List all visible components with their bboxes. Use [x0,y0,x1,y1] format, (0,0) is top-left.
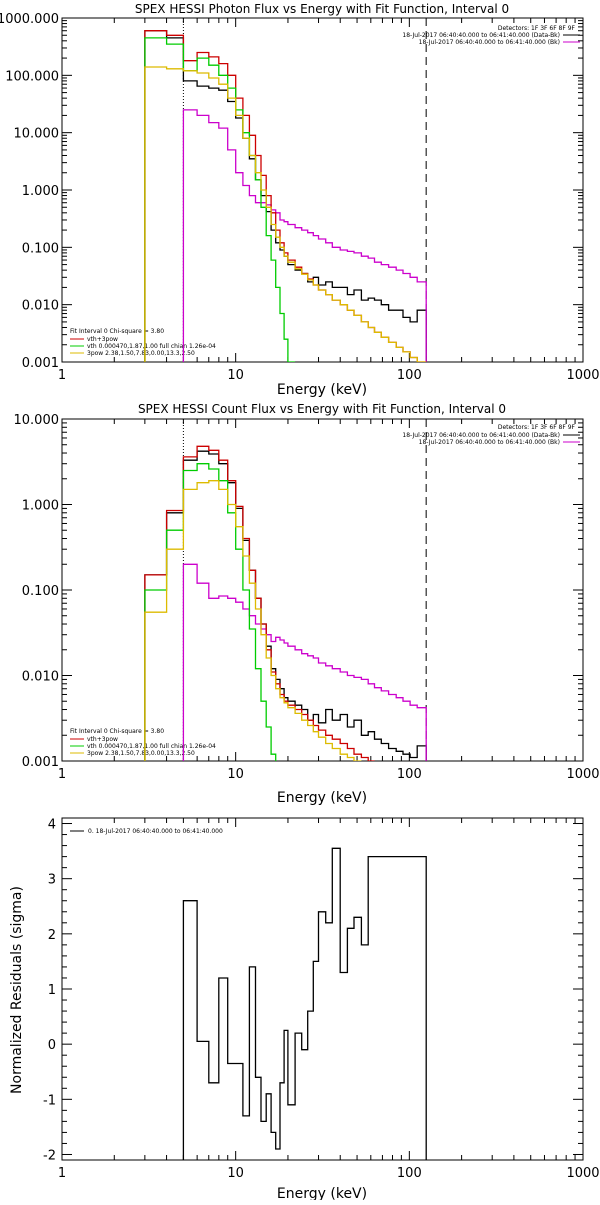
photon-flux-series-data-bk [144,30,427,362]
count-flux-xtick-label-1000: 1000 [566,767,599,782]
count-flux-ytick-label-0-010: 0.010 [22,670,59,685]
residuals-panel: Energy (keV) Normalized Residuals (sigma… [9,817,600,1202]
photon-legend-total: vth+3pow [87,336,118,343]
count-flux-series-vth [144,463,277,761]
residuals-xtick-label-10: 10 [227,1166,244,1181]
count-legend-detectors: Detectors: 1F 3F 6F 8F 9F [498,424,576,431]
photon-flux-series-bk [182,109,427,362]
photon-legend-bk: 18-Jul-2017 06:40:40.000 to 06:41:40.000… [419,39,560,46]
count-flux-xtick-label-10: 10 [227,767,244,782]
residuals-ytick-label-3: 3 [48,873,56,888]
photon-flux-xtick-label-10: 10 [227,368,244,383]
photon-flux-ytick-label-0-010: 0.010 [22,299,59,314]
photon-flux-series-vth [144,37,296,362]
residuals-xtick-label-1000: 1000 [566,1166,599,1181]
count-flux-series-3pow [144,480,362,761]
residuals-ytick-label-0: 0 [48,1038,56,1053]
photon-flux-series-group [144,30,427,362]
residuals-plot-frame [61,817,584,1161]
photon-legend-vth: vth 0.000470,1.87,1.00 full chian 1.26e-… [87,343,216,350]
photon-flux-xtick-label-1: 1 [58,368,66,383]
count-flux-series-data-bk [144,450,427,761]
residuals-xlabel: Energy (keV) [277,1186,367,1200]
residuals-ytick-label-1: 1 [48,983,56,998]
count-flux-plot-frame [61,418,584,762]
photon-flux-ytick-label-1-000: 1.000 [22,184,59,199]
photon-flux-xlabel: Energy (keV) [277,382,367,398]
count-flux-ytick-label-1-000: 1.000 [22,499,59,514]
photon-legend-3pow: 3pow 2.38,1.50,7.83,0.00,13.3,2.50 [87,350,195,357]
count-flux-title: SPEX HESSI Count Flux vs Energy with Fit… [138,402,506,416]
photon-flux-xtick-label-1000: 1000 [566,368,599,383]
photon-flux-legend-bottom-left: Fit Interval 0 Chi-square = 3.80 vth+3po… [70,328,216,357]
count-legend-bk: 18-Jul-2017 06:40:40.000 to 06:41:40.000… [419,439,560,446]
photon-flux-ytick-label-10-000: 10.000 [14,127,60,142]
count-flux-xtick-label-100: 100 [397,767,422,782]
residuals-ytick-label-4: 4 [48,818,56,833]
count-flux-ytick-label-0-001: 0.001 [22,755,59,770]
photon-flux-title: SPEX HESSI Photon Flux vs Energy with Fi… [135,2,509,16]
count-flux-legend-top-right: Detectors: 1F 3F 6F 8F 9F 18-Jul-2017 06… [402,424,580,446]
photon-flux-legend-top-right: Detectors: 1F 3F 6F 8F 9F 18-Jul-2017 06… [402,25,580,46]
photon-legend-fit: Fit Interval 0 Chi-square = 3.80 [70,328,164,335]
residuals-series-group [182,847,427,1160]
photon-flux-plot-frame [61,17,584,363]
count-flux-xlabel: Energy (keV) [277,790,367,806]
residuals-series-0-18-jul-2017-06-40-40-000-to-06-41-40-000 [182,847,427,1160]
photon-flux-ytick-label-0-100: 0.100 [22,241,59,256]
count-legend-data-bk: 18-Jul-2017 06:40:40.000 to 06:41:40.000… [402,432,560,439]
photon-flux-ytick-label-100-000: 100.000 [5,69,59,84]
photon-flux-series-3pow [144,66,427,362]
count-flux-series-group [144,445,427,761]
count-flux-ytick-label-10-000: 10.000 [14,413,60,428]
photon-legend-data-bk: 18-Jul-2017 06:40:40.000 to 06:41:40.000… [402,32,560,39]
residuals-xtick-label-1: 1 [58,1166,66,1181]
count-flux-panel: SPEX HESSI Count Flux vs Energy with Fit… [14,402,600,806]
residuals-legend: 0. 18-Jul-2017 06:40:40.000 to 06:41:40.… [70,828,223,835]
residuals-xtick-label-100: 100 [397,1166,422,1181]
residuals-ylabel: Normalized Residuals (sigma) [9,886,25,1094]
count-flux-series-bk [182,563,427,761]
residuals-legend-label: 0. 18-Jul-2017 06:40:40.000 to 06:41:40.… [88,828,223,835]
residuals-ytick-label-2: -2 [43,1148,56,1163]
photon-legend-detectors: Detectors: 1F 3F 6F 8F 9F [498,25,576,32]
count-flux-ytick-label-0-100: 0.100 [22,584,59,599]
count-legend-total: vth+3pow [87,736,118,743]
photon-flux-ytick-label-0-001: 0.001 [22,356,59,371]
count-flux-legend-bottom-left: Fit Interval 0 Chi-square = 3.80 vth+3po… [70,728,216,757]
residuals-ytick-label-1: -1 [43,1093,56,1108]
photon-flux-xtick-label-100: 100 [397,368,422,383]
photon-flux-ytick-label-1000-000: 1000.000 [0,12,59,27]
photon-flux-panel: SPEX HESSI Photon Flux vs Energy with Fi… [0,2,600,398]
count-flux-xtick-label-1: 1 [58,767,66,782]
count-flux-series-vth-3pow [144,445,375,761]
count-legend-vth: vth 0.000470,1.87,1.00 full chian 1.26e-… [87,743,216,750]
count-legend-fit: Fit Interval 0 Chi-square = 3.80 [70,728,164,735]
count-legend-3pow: 3pow 2.38,1.50,7.83,0.00,13.3,2.50 [87,750,195,757]
residuals-ytick-label-2: 2 [48,928,56,943]
